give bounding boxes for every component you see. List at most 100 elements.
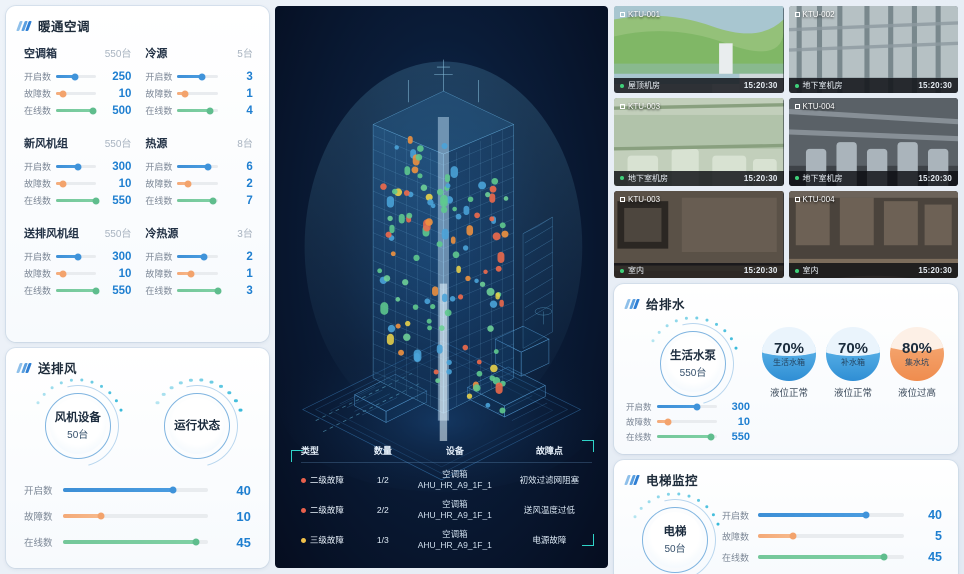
fans-card: 送排风 风机设备 50台 运行状态 开启数 (6, 348, 269, 568)
metric-row: 开启数 3 (145, 68, 252, 85)
camera-marker-icon (620, 12, 625, 17)
camera-timestamp: 15:20:30 (918, 81, 952, 91)
hvac-group: 冷热源 3台 开启数 2 故障数 1 在线数 3 (145, 225, 252, 299)
metric-row: 故障数 10 (24, 175, 131, 192)
alarm-point: 送风温度过低 (523, 505, 575, 515)
metric-slider[interactable] (758, 511, 904, 519)
metric-slider[interactable] (56, 197, 100, 204)
metric-slider[interactable] (56, 163, 97, 170)
tank-percent: 70% (773, 340, 805, 357)
building-3d-panel[interactable]: 类型 数量 设备 故障点 二级故障 1/2 空调箱 AHU_HR_A9_1F_1 初效… (274, 6, 608, 568)
metric-slider[interactable] (56, 270, 97, 277)
camera-tile[interactable]: KTU-001 屋顶机房 15:20:30 (614, 6, 784, 94)
metric-slider[interactable] (56, 287, 100, 294)
alarm-type-label: 二级故障 (309, 505, 344, 515)
metric-slider[interactable] (758, 532, 904, 540)
metric-slider[interactable] (56, 107, 97, 114)
metric-value: 45 (928, 550, 942, 564)
section-marker-icon (624, 298, 640, 309)
metric-slider[interactable] (63, 538, 208, 546)
metric-row: 在线数 3 (145, 282, 252, 299)
metric-slider[interactable] (657, 418, 717, 425)
metric-slider[interactable] (177, 253, 218, 260)
camera-tile[interactable]: KTU-004 室内 15:20:30 (788, 190, 958, 278)
camera-tile[interactable]: KTU-002 地下室机房 15:20:30 (788, 6, 958, 94)
metric-slider[interactable] (177, 107, 218, 114)
tank-level-group: 70% 生活水箱 液位正常 70% 补水箱 液位正常 80% 集水坑 液位过高 (760, 323, 946, 399)
fans-card-header: 送排风 (16, 358, 257, 377)
metric-slider[interactable] (177, 270, 218, 277)
metric-label: 开启数 (24, 72, 52, 82)
alarm-table[interactable]: 类型 数量 设备 故障点 二级故障 1/2 空调箱 AHU_HR_A9_1F_1 初效… (290, 440, 594, 564)
metric-slider[interactable] (63, 512, 208, 520)
severity-dot-icon (300, 477, 306, 483)
metric-value: 500 (112, 104, 132, 117)
metric-label: 故障数 (145, 269, 173, 279)
metric-slider[interactable] (657, 403, 717, 410)
right-column: KTU-001 屋顶机房 15:20:30 KTU-002 地下室机房 (614, 6, 958, 574)
building-wireframe-3d[interactable] (275, 6, 608, 526)
gauge-primary-label: 电梯 (663, 526, 687, 539)
metric-label: 故障数 (24, 179, 52, 189)
metric-label: 开启数 (145, 252, 173, 262)
metric-slider[interactable] (56, 90, 97, 97)
metric-slider[interactable] (177, 73, 218, 80)
metric-value: 10 (737, 415, 750, 428)
metric-value: 7 (246, 194, 253, 207)
camera-tile[interactable]: KTU-004 地下室机房 15:20:30 (788, 98, 958, 186)
elevator-gauge-ring: 电梯 50台 (618, 483, 732, 574)
live-indicator-icon (794, 83, 799, 88)
metric-slider[interactable] (177, 197, 218, 204)
metric-row: 故障数 10 (24, 85, 131, 102)
tank-name: 补水箱 (841, 358, 865, 367)
camera-location-label: 屋顶机房 (628, 81, 660, 91)
metric-slider[interactable] (56, 73, 97, 80)
tank-gauge: 70% 生活水箱 液位正常 (760, 327, 818, 399)
metric-slider[interactable] (758, 553, 904, 561)
camera-tile[interactable]: KTU-003 室内 15:20:30 (614, 190, 784, 278)
metric-slider[interactable] (177, 90, 218, 97)
metric-slider[interactable] (177, 180, 218, 187)
metric-label: 故障数 (24, 89, 52, 99)
tank-level-circle: 70% 生活水箱 (762, 327, 816, 381)
fan-metric-rows: 开启数 40 故障数 10 在线数 45 (18, 477, 257, 555)
metric-slider[interactable] (63, 486, 208, 494)
metric-label: 开启数 (24, 486, 53, 497)
camera-tile[interactable]: KTU-003 地下室机房 15:20:30 (614, 98, 784, 186)
camera-grid: KTU-001 屋顶机房 15:20:30 KTU-002 地下室机房 (614, 6, 958, 278)
section-marker-icon (16, 362, 32, 373)
hvac-group: 空调箱 550台 开启数 250 故障数 10 在线数 500 (24, 45, 131, 119)
metric-slider[interactable] (56, 180, 97, 187)
camera-id: KTU-004 (794, 194, 835, 204)
alarm-row[interactable]: 二级故障 2/2 空调箱 AHU_HR_A9_1F_1 送风温度过低 (300, 495, 592, 525)
metric-slider[interactable] (657, 433, 717, 440)
alarm-row[interactable]: 三级故障 1/3 空调箱 AHU_HR_A9_1F_1 电源故障 (300, 525, 592, 555)
tank-percent: 70% (837, 340, 869, 357)
metric-value: 550 (112, 194, 132, 207)
fan-device-gauge: 风机设备 50台 (21, 369, 134, 483)
metric-value: 10 (236, 508, 251, 524)
tank-status: 液位正常 (833, 388, 872, 399)
alarm-row[interactable]: 二级故障 1/2 空调箱 AHU_HR_A9_1F_1 初效过滤网阻塞 (300, 465, 592, 495)
metric-slider[interactable] (56, 253, 97, 260)
hvac-group-grid: 空调箱 550台 开启数 250 故障数 10 在线数 500 冷源 5台 开启… (18, 43, 257, 299)
metric-row: 开启数 300 (24, 158, 131, 175)
camera-id-label: KTU-004 (802, 194, 835, 204)
metric-label: 开启数 (24, 252, 52, 262)
metric-label: 开启数 (145, 72, 173, 82)
alarm-quantity: 1/3 (376, 535, 389, 545)
metric-slider[interactable] (177, 287, 222, 294)
tank-water-surface (826, 339, 880, 356)
metric-value: 550 (731, 430, 750, 443)
metric-row: 开启数 300 (24, 248, 131, 265)
water-card: 给排水 生活水泵 550台 开启数 300 故障数 10 (614, 284, 958, 454)
metric-value: 550 (112, 284, 132, 297)
camera-id-label: KTU-003 (628, 102, 661, 112)
metric-row: 在线数 500 (24, 102, 131, 119)
alarm-point: 初效过滤网阻塞 (519, 475, 580, 485)
water-pump-gauge: 生活水泵 550台 (636, 307, 750, 421)
camera-id: KTU-003 (620, 195, 660, 204)
metric-slider[interactable] (177, 163, 218, 170)
metric-value: 4 (246, 104, 253, 117)
metric-label: 在线数 (145, 286, 173, 296)
